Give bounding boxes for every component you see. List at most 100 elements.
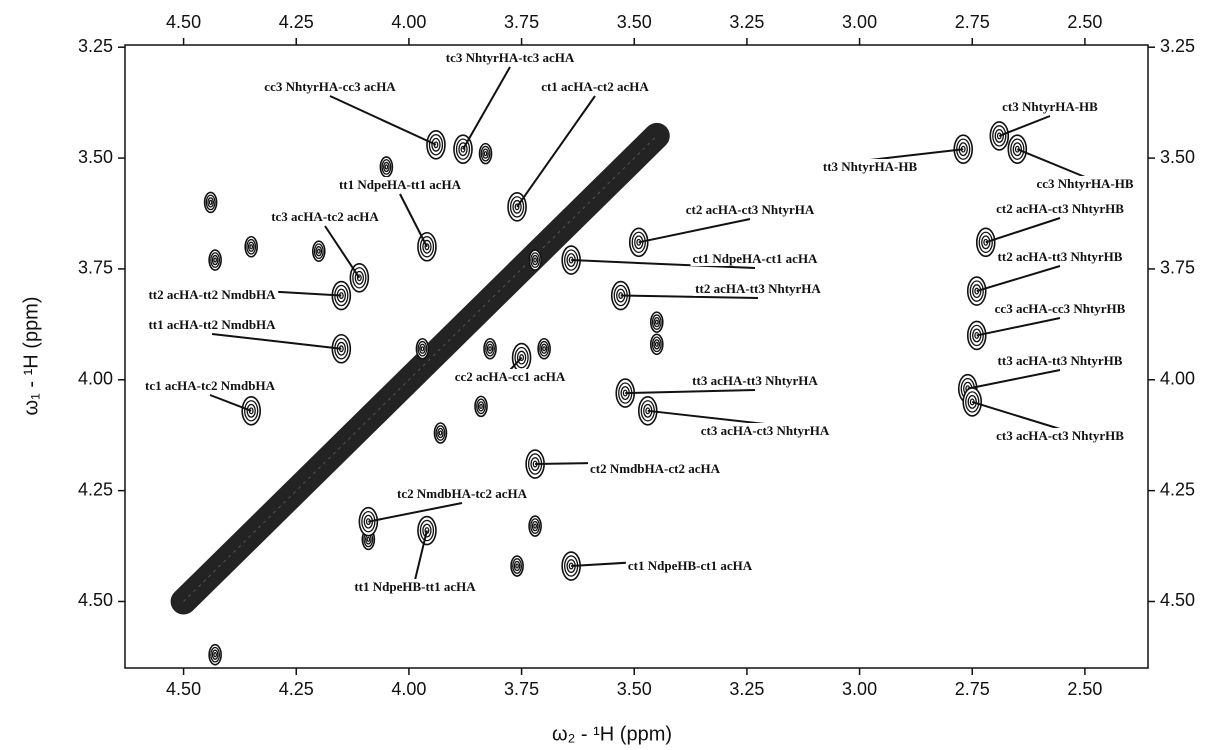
- annotation-bg: [1034, 175, 1136, 191]
- contour-ring: [486, 343, 494, 354]
- contour-ring: [965, 391, 980, 413]
- annotation: ct2 acHA-ct3 NhtyrHA: [686, 202, 815, 217]
- annotation-bg: [995, 248, 1125, 264]
- x-tick-label: 4.25: [279, 679, 314, 699]
- annotation: cc2 acHA-cc1 acHA: [455, 369, 566, 384]
- x-tick-label-top: 2.50: [1067, 12, 1102, 32]
- contour-ring: [480, 145, 491, 162]
- contour-ring: [207, 197, 214, 208]
- x-tick-label: 4.00: [391, 679, 426, 699]
- contour-ring: [458, 142, 468, 157]
- contour-ring: [519, 354, 525, 362]
- contour-ring: [539, 340, 550, 357]
- annotation: ct3 acHA-ct3 NhtyrHB: [996, 428, 1124, 443]
- annotation-bg: [262, 78, 399, 94]
- leader-line: [399, 193, 428, 248]
- annotation: ct2 NmdbHA-ct2 acHA: [590, 461, 721, 476]
- annotation: tt1 NdpeHB-tt1 acHA: [354, 579, 476, 594]
- y-tick-label-right: 3.25: [1160, 36, 1195, 56]
- contour-ring: [479, 403, 483, 410]
- annotation-bg: [588, 460, 723, 476]
- contour-ring: [531, 520, 539, 532]
- leader-line: [368, 502, 463, 523]
- y-tick-label-right: 3.50: [1160, 147, 1195, 167]
- y-tick-label-right: 4.25: [1160, 479, 1195, 499]
- contour-ring: [210, 252, 221, 268]
- contour-ring: [485, 340, 496, 357]
- contour-ring: [422, 523, 432, 538]
- contour-ring: [476, 398, 486, 415]
- annotation-bg: [269, 208, 382, 224]
- y-tick-label: 3.75: [78, 258, 113, 278]
- annotation: ct1 acHA-ct2 acHA: [541, 79, 649, 94]
- x-tick-label: 2.75: [955, 679, 990, 699]
- contour-ring: [488, 346, 492, 352]
- y-axis-label: ω₁ - ¹H (ppm): [20, 296, 42, 415]
- contour-ring: [631, 231, 646, 254]
- annotation-bg: [994, 200, 1127, 216]
- contour-ring: [531, 254, 539, 266]
- x-tick-label: 3.50: [617, 679, 652, 699]
- annotation: tt2 acHA-tt2 NmdbHA: [148, 287, 276, 302]
- contour-ring: [356, 274, 362, 282]
- contour-ring: [249, 244, 254, 250]
- annotation: tt1 acHA-tt2 NmdbHA: [148, 317, 276, 332]
- y-tick-label-right: 4.00: [1160, 369, 1195, 389]
- leader-line: [985, 217, 1061, 244]
- contour-ring: [435, 425, 446, 441]
- annotation-bg: [395, 485, 530, 501]
- contour-ring: [530, 252, 541, 268]
- x-tick-label: 3.00: [842, 679, 877, 699]
- contour-ring: [1010, 138, 1025, 160]
- contour-ring: [205, 194, 216, 211]
- contour-ring: [516, 350, 527, 365]
- annotation-bg: [452, 368, 568, 384]
- annotation-bg: [625, 557, 755, 573]
- x-tick-label-top: 3.50: [617, 12, 652, 32]
- x-tick-label-top: 3.00: [842, 12, 877, 32]
- contour-ring: [972, 284, 982, 299]
- annotation-bg: [690, 372, 821, 388]
- contour-ring: [653, 316, 661, 328]
- contour-ring: [352, 267, 367, 289]
- x-tick-label-top: 4.00: [391, 12, 426, 32]
- x-tick-label: 3.25: [729, 679, 764, 699]
- leader-line: [414, 530, 428, 581]
- contour-ring: [424, 243, 430, 251]
- contour-ring: [419, 519, 435, 542]
- x-tick-label-top: 4.50: [166, 12, 201, 32]
- annotation-bg: [995, 352, 1125, 368]
- annotation: cc3 NhtyrHA-cc3 acHA: [264, 79, 396, 94]
- contour-ring: [512, 558, 523, 574]
- annotation: tt2 acHA-tt3 NhtyrHA: [695, 281, 821, 296]
- annotation-bg: [336, 176, 464, 192]
- leader-line: [211, 333, 342, 350]
- leader-line: [647, 409, 766, 425]
- leader-line: [571, 259, 756, 269]
- contour-ring: [366, 536, 371, 543]
- x-tick-label: 2.50: [1067, 679, 1102, 699]
- leader-line: [625, 389, 756, 395]
- contour-ring: [978, 231, 993, 254]
- x-tick-label: 4.50: [166, 679, 201, 699]
- contour-ring: [540, 343, 548, 354]
- annotation: tt3 acHA-tt3 NhtyrHA: [692, 373, 818, 388]
- contour-ring: [477, 401, 485, 412]
- contour-ring: [533, 523, 537, 529]
- contour-ring: [992, 125, 1007, 147]
- annotation: tc1 acHA-tc2 NmdbHA: [145, 378, 276, 393]
- contour-ring: [455, 138, 471, 160]
- y-tick-label: 3.50: [78, 147, 113, 167]
- x-tick-label-top: 3.25: [729, 12, 764, 32]
- contour-ring: [381, 159, 392, 175]
- annotation: tc3 NhtyrHA-tc3 acHA: [446, 50, 575, 65]
- contour-ring: [246, 238, 257, 255]
- annotation-bg: [143, 377, 278, 393]
- leader-line: [509, 356, 523, 371]
- contour-ring: [213, 257, 217, 263]
- x-tick-label: 3.75: [504, 679, 539, 699]
- contour-ring: [210, 646, 221, 663]
- leader-line: [620, 294, 759, 299]
- annotation-bg: [146, 286, 279, 302]
- diagonal-contour: [183, 135, 658, 602]
